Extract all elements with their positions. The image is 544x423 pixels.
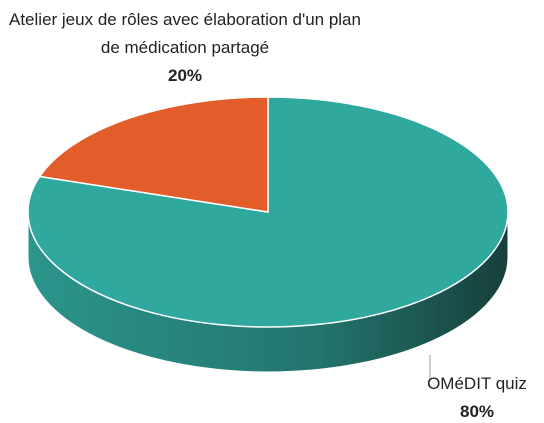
category-label: Atelier jeux de rôles avec élaboration d… — [9, 10, 361, 57]
category-label: OMéDIT quiz — [427, 374, 527, 393]
pie-slice — [27, 96, 509, 328]
slice-label: Atelier jeux de rôles avec élaboration d… — [0, 6, 370, 90]
value-label: 80% — [459, 402, 495, 421]
pie-slice — [38, 96, 269, 213]
slice-label: OMéDIT quiz 80% — [410, 370, 544, 423]
value-label: 20% — [167, 66, 203, 85]
